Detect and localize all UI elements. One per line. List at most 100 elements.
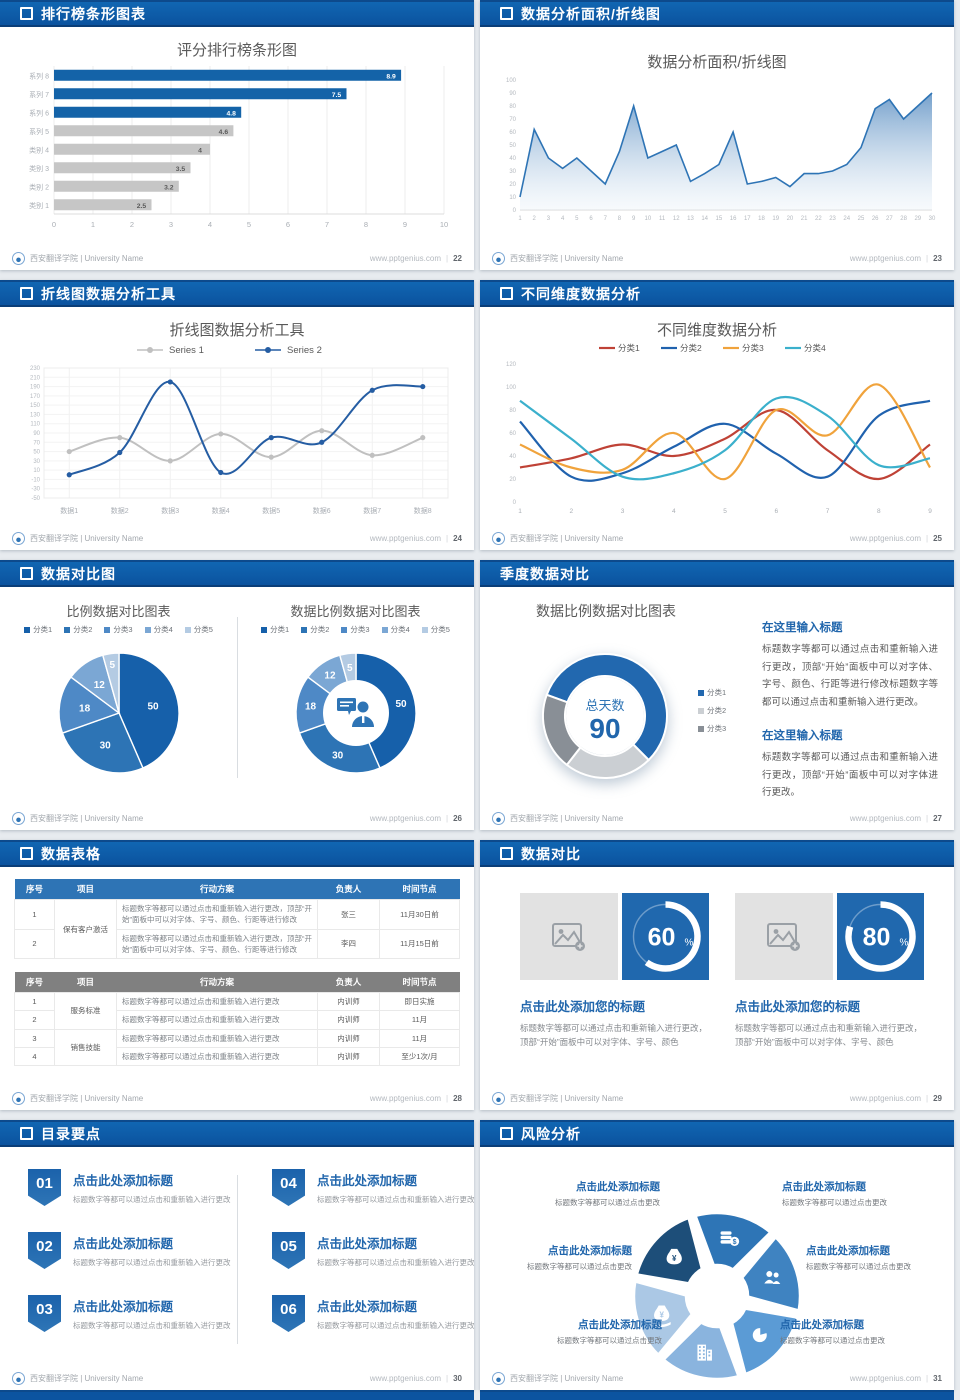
page-number: 26 (453, 813, 462, 823)
svg-text:15: 15 (716, 216, 723, 222)
footer-brand: 西安翻译学院 | University Name (510, 1373, 624, 1383)
square-bullet-icon (500, 7, 513, 20)
svg-text:数据2: 数据2 (111, 506, 129, 515)
progress-box: 60% (622, 893, 709, 980)
svg-text:26: 26 (872, 216, 879, 222)
svg-text:60: 60 (648, 924, 676, 952)
footer-brand: 西安翻译学院 | University Name (30, 533, 144, 543)
footer-brand: 西安翻译学院 | University Name (510, 533, 624, 543)
toc-item[interactable]: 03 点击此处添加标题 标题数字等都可以通过点击和重新输入进行更改 (28, 1295, 238, 1332)
legend-item: 分类3 (341, 624, 370, 635)
image-placeholder-box[interactable] (735, 893, 833, 980)
university-logo-icon (492, 1371, 505, 1385)
svg-text:4: 4 (198, 147, 202, 154)
svg-text:210: 210 (30, 375, 41, 381)
slide-progress-compare[interactable]: 数据对比 60% 点击此处添加您的标题 标题数字等都可以通过 (480, 840, 954, 1110)
svg-text:50: 50 (147, 701, 159, 712)
svg-text:4: 4 (561, 216, 565, 222)
two-series-line-chart: -50 -30 -10 10 30 50 70 90 110 130 150 170 190 210 230… (30, 345, 449, 515)
svg-text:100: 100 (506, 385, 517, 391)
image-placeholder-box[interactable] (520, 893, 618, 980)
toc-item[interactable]: 01 点击此处添加标题 标题数字等都可以通过点击和重新输入进行更改 (28, 1169, 238, 1206)
svg-text:8: 8 (877, 508, 881, 515)
toc-item[interactable]: 02 点击此处添加标题 标题数字等都可以通过点击和重新输入进行更改 (28, 1232, 238, 1269)
svg-text:10: 10 (440, 220, 448, 229)
toc-item[interactable]: 06 点击此处添加标题 标题数字等都可以通过点击和重新输入进行更改 (272, 1295, 474, 1332)
svg-text:130: 130 (30, 412, 41, 418)
risk-label: 点击此处添加标题 标题数字等都可以通过点击更改 (780, 1319, 885, 1345)
footer-brand: 西安翻译学院 | University Name (30, 1373, 144, 1383)
slide-data-tables[interactable]: 数据表格 序号 项目 行动方案 负责人 时间节点 1 保有客户激活 标题数字等都… (0, 840, 474, 1110)
slide-multi-dimension[interactable]: 不同维度数据分析 不同维度数据分析 0 20 40 60 80 100 120 1 2 3 4 5 6 7… (480, 280, 954, 550)
toc-number-badge: 06 (272, 1295, 305, 1332)
legend-item: 分类1 (698, 687, 726, 698)
svg-text:70: 70 (509, 117, 516, 123)
university-logo-icon (12, 1371, 25, 1385)
compare-card: 80% 点击此处添加您的标题 标题数字等都可以通过点击和重新输入进行更改，顶部“… (735, 893, 925, 1050)
footer-brand: 西安翻译学院 | University Name (30, 813, 144, 823)
svg-text:系列 8: 系列 8 (29, 71, 49, 80)
university-logo-icon (492, 251, 505, 265)
toc-item[interactable]: 04 点击此处添加标题 标题数字等都可以通过点击和重新输入进行更改 (272, 1169, 474, 1206)
slide-quarter-compare[interactable]: 季度数据对比 数据比例数据对比图表 总天数 90 分类1 分类2 分类3 在这里输入标… (480, 560, 954, 830)
progress-ring-60: 60% (632, 901, 701, 972)
slide-risk-analysis[interactable]: 风险分析 ¥ $ ¥ 点击此处添加标题 标题数字等都可以通过点击更改 点击此处添加标题… (480, 1120, 954, 1390)
svg-text:3: 3 (169, 220, 173, 229)
svg-text:5: 5 (723, 508, 727, 515)
slide-title: 目录要点 (41, 1125, 101, 1142)
slide-toc[interactable]: 目录要点 01 点击此处添加标题 标题数字等都可以通过点击和重新输入进行更改 02… (0, 1120, 474, 1390)
action-table-gray: 序号 项目 行动方案 负责人 时间节点 1 服务标准 标题数字等都可以通过点击和… (14, 972, 460, 1067)
vertical-divider (237, 617, 238, 778)
compare-card: 60% 点击此处添加您的标题 标题数字等都可以通过点击和重新输入进行更改，顶部“… (520, 893, 710, 1050)
toc-number-badge: 05 (272, 1232, 305, 1269)
legend-item: 分类3 (104, 624, 133, 635)
donut-legend: 分类1 分类2 分类3 分类4 分类5 (237, 624, 474, 635)
quarter-legend: 分类1 分类2 分类3 (698, 687, 726, 734)
toc-item[interactable]: 05 点击此处添加标题 标题数字等都可以通过点击和重新输入进行更改 (272, 1232, 474, 1269)
svg-text:4: 4 (672, 508, 676, 515)
four-series-line-chart: 0 20 40 60 80 100 120 1 2 3 4 5 6 7 8 9 分类1 分类2 分类3 分类4 (506, 343, 932, 515)
svg-text:20: 20 (509, 182, 516, 188)
footer-brand: 西安翻译学院 | University Name (30, 253, 144, 263)
slide-area-chart[interactable]: 数据分析面积/折线图 数据分析面积/折线图 0 10 20 30 40 50 60 70 80 9… (480, 0, 954, 270)
footer-brand: 西安翻译学院 | University Name (510, 253, 624, 263)
card-title: 点击此处添加您的标题 (520, 1000, 646, 1014)
slide-header: 风险分析 (480, 1120, 954, 1147)
svg-text:14: 14 (701, 216, 708, 222)
svg-text:120: 120 (506, 362, 517, 368)
svg-text:3: 3 (547, 216, 551, 222)
slide-data-compare-pies[interactable]: 数据对比图 比例数据对比图表 分类1 分类2 分类3 分类4 分类5 50 30 18 12 5… (0, 560, 474, 830)
slide-footer: 西安翻译学院 | University Name www.pptgenius.c… (12, 1090, 462, 1106)
svg-text:3.2: 3.2 (164, 184, 174, 191)
svg-text:8: 8 (364, 220, 368, 229)
svg-text:数据3: 数据3 (161, 506, 179, 515)
building-icon (697, 1344, 712, 1361)
svg-text:类别 4: 类别 4 (29, 145, 49, 154)
risk-label: 点击此处添加标题 标题数字等都可以通过点击更改 (555, 1181, 660, 1207)
page-number: 29 (933, 1093, 942, 1103)
svg-text:%: % (900, 938, 909, 949)
svg-text:29: 29 (914, 216, 921, 222)
page-number: 22 (453, 253, 462, 263)
slide-ranking-bar[interactable]: 排行榜条形图表 评分排行榜条形图 0 1 2 3 4 5 6 7 8 9 10 系列 8 8.9 系列 7… (0, 0, 474, 270)
slide-footer: 西安翻译学院 | University Name www.pptgenius.c… (492, 810, 942, 826)
toc-number-badge: 02 (28, 1232, 61, 1269)
page-number: 25 (933, 533, 942, 543)
page-number: 31 (933, 1373, 942, 1383)
page-number: 23 (933, 253, 942, 263)
slide-line-tool[interactable]: 折线图数据分析工具 折线图数据分析工具 -50 -30 -10 10 30 50 70 90 1… (0, 280, 474, 550)
svg-text:25: 25 (858, 216, 865, 222)
slide-header: 数据对比 (480, 840, 954, 867)
square-bullet-icon (20, 287, 33, 300)
legend-item: 分类5 (184, 624, 213, 635)
section-heading: 在这里输入标题 (762, 730, 843, 743)
progress-ring-80: 80% (845, 901, 916, 972)
chart-title: 折线图数据分析工具 (169, 322, 305, 339)
svg-text:20: 20 (509, 477, 516, 483)
svg-text:2: 2 (533, 216, 537, 222)
slide-title: 数据表格 (41, 845, 101, 862)
svg-text:分类2: 分类2 (680, 343, 702, 353)
svg-text:24: 24 (843, 216, 850, 222)
svg-text:1: 1 (518, 508, 522, 515)
svg-text:系列 5: 系列 5 (29, 127, 49, 136)
